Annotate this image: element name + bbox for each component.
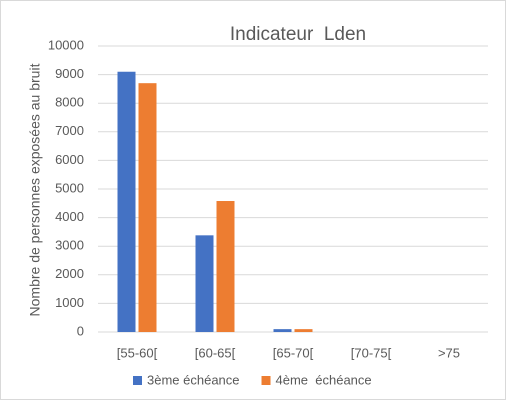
y-tick-label: 2000 [55,266,84,281]
y-tick-label: 8000 [55,95,84,110]
y-tick-label: 1000 [55,295,84,310]
x-tick-label: [70-75[ [351,345,392,360]
y-tick-label: 9000 [55,66,84,81]
y-tick-label: 10000 [48,37,84,52]
bar [117,71,136,333]
y-tick-label: 0 [77,323,84,338]
bar [273,329,292,332]
y-tick-label: 5000 [55,180,84,195]
x-tick-label: [55-60[ [117,345,158,360]
bar [195,235,214,332]
y-axis-label: Nombre de personnes exposées au bruit [27,63,43,316]
x-tick-label: >75 [438,345,460,360]
bar [294,329,313,332]
x-tick-label: [65-70[ [273,345,314,360]
legend-swatch [133,376,142,385]
legend-label: 3ème échéance [147,372,240,387]
y-tick-label: 3000 [55,238,84,253]
y-tick-label: 4000 [55,209,84,224]
y-tick-label: 7000 [55,123,84,138]
legend-label: 4ème échéance [276,372,372,387]
chart-title: Indicateur Lden [230,24,366,45]
legend-swatch [261,376,271,385]
y-tick-label: 6000 [55,152,84,167]
bar [138,83,157,333]
x-tick-label: [60-65[ [195,345,236,360]
bar [216,201,235,332]
